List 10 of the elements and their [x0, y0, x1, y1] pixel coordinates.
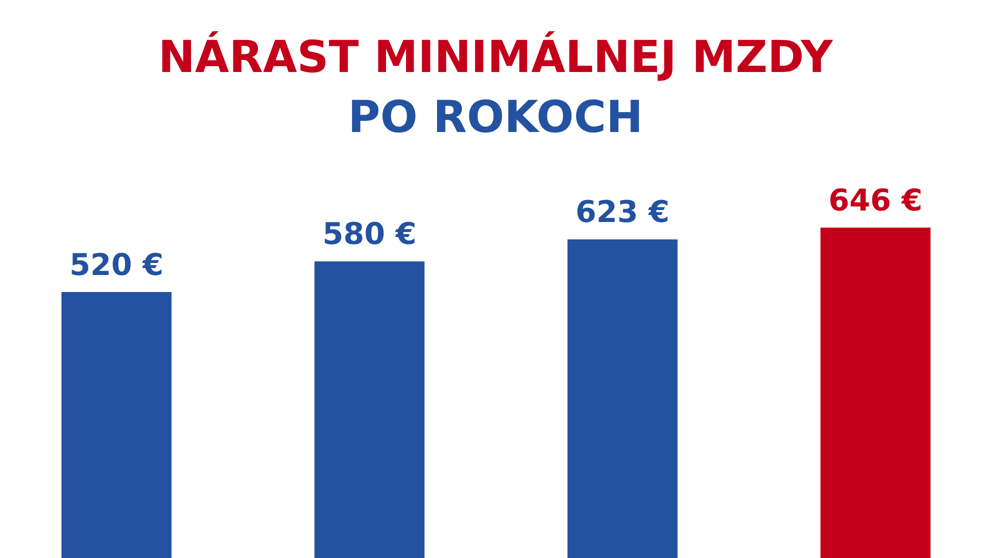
bar: [820, 228, 931, 558]
chart-subtitle: PO ROKOCH: [347, 91, 644, 145]
data-label: 520 €: [70, 248, 164, 283]
data-label: 623 €: [576, 195, 670, 230]
data-label: 646 €: [828, 183, 922, 218]
bar: [314, 261, 425, 558]
bar: [61, 292, 172, 558]
data-label: 580 €: [322, 217, 416, 252]
bar: [567, 239, 678, 558]
chart-title: NÁRAST MINIMÁLNEJ MZDY: [157, 30, 834, 85]
